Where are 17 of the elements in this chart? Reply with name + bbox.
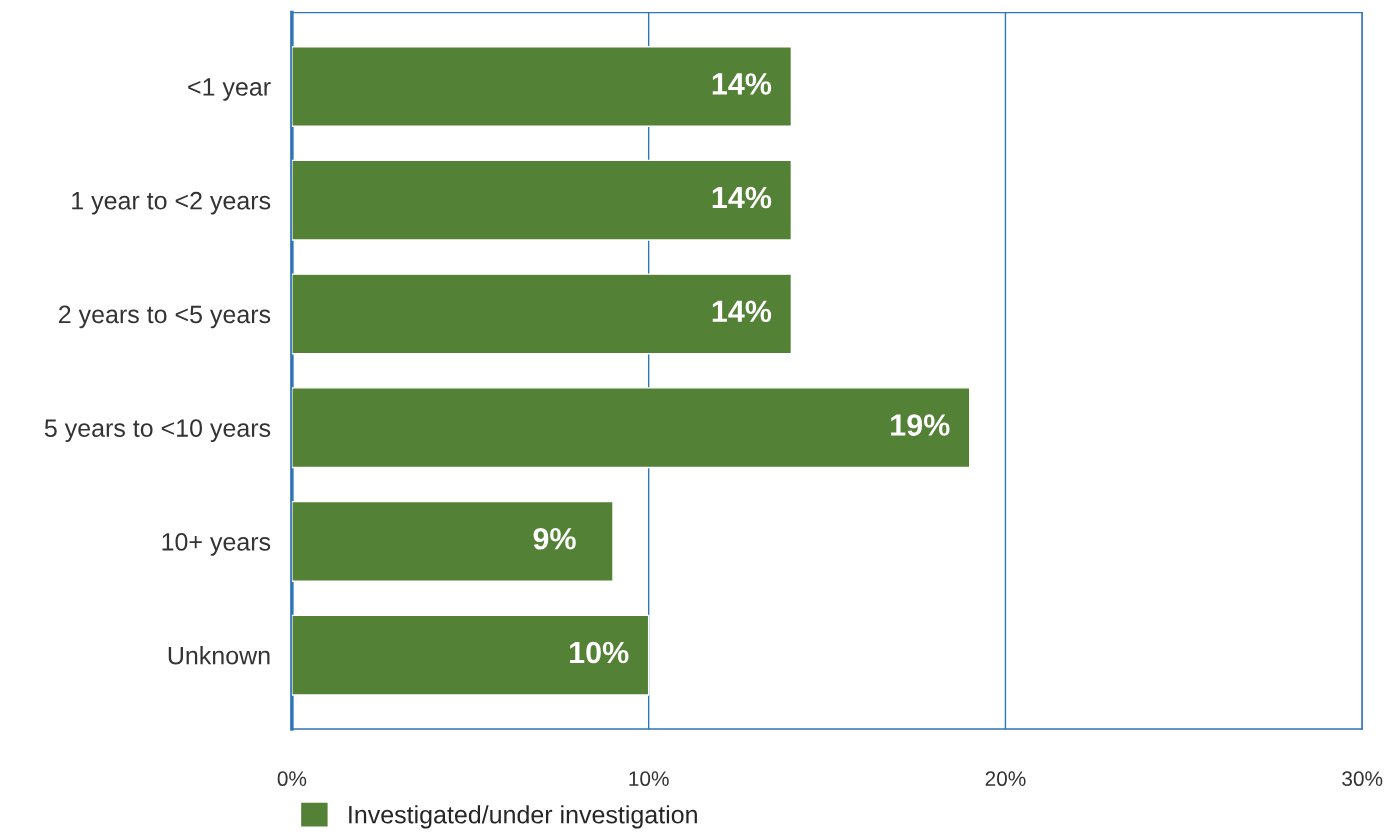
y-tick-label: <1 year xyxy=(188,78,271,101)
y-tick-label: 10+ years xyxy=(162,533,271,556)
y-tick-label: 1 year to <2 years xyxy=(72,191,271,215)
data-label: 14% xyxy=(712,73,772,95)
y-tick-label: 2 years to <5 years xyxy=(59,305,271,329)
data-label: 14% xyxy=(712,300,772,323)
x-tick-label: 30% xyxy=(1342,771,1383,787)
x-tick-label: 20% xyxy=(985,771,1026,787)
legend-label: Investigated/under investigation xyxy=(349,805,697,829)
data-label: 9% xyxy=(533,527,576,550)
y-tick-label: 5 years to <10 years xyxy=(44,419,271,442)
y-tick-label: Unknown xyxy=(168,646,270,665)
x-tick-label: 10% xyxy=(629,771,669,787)
data-label: 10% xyxy=(570,641,629,664)
data-label: 14% xyxy=(712,186,772,209)
x-tick-label: 0% xyxy=(277,771,307,787)
data-label: 19% xyxy=(891,414,950,436)
